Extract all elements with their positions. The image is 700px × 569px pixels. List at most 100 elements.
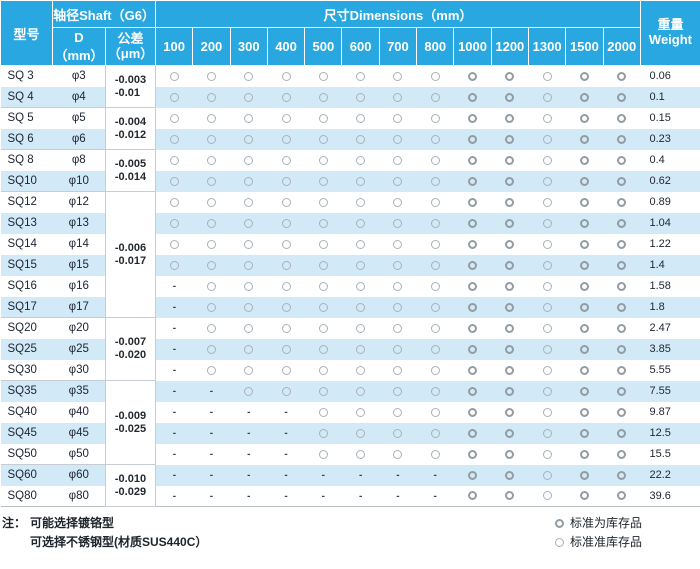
semi-standard-stock-circle-icon (244, 155, 254, 165)
availability-cell-800 (416, 170, 454, 192)
dim-column-header-800: 800 (416, 27, 455, 66)
availability-cell-700 (379, 359, 417, 381)
dim-column-header-300: 300 (229, 27, 268, 66)
availability-cell-1300 (528, 464, 566, 486)
availability-cell-400 (267, 296, 305, 318)
weight-cell: 5.55 (640, 359, 700, 381)
table-row-SQ16: SQ16 φ16 - 1.58 (0, 275, 700, 297)
availability-cell-100 (155, 128, 193, 150)
availability-cell-1200 (491, 464, 529, 486)
standard-stock-circle-icon (579, 302, 589, 312)
standard-stock-circle-icon (505, 239, 515, 249)
availability-cell-100: - (155, 443, 193, 465)
standard-stock-circle-icon (617, 407, 627, 417)
model-cell: SQ 6 (0, 128, 53, 150)
diameter-cell: φ60 (52, 464, 106, 486)
standard-stock-circle-icon (617, 323, 627, 333)
semi-standard-stock-circle-icon (542, 176, 552, 186)
availability-cell-1300 (528, 191, 566, 213)
availability-cell-700 (379, 317, 417, 339)
semi-standard-stock-circle-icon (430, 239, 440, 249)
availability-cell-400 (267, 317, 305, 339)
availability-cell-1500 (565, 317, 604, 339)
semi-standard-stock-circle-icon (356, 71, 366, 81)
semi-standard-stock-circle-icon (356, 218, 366, 228)
standard-stock-circle-icon (505, 491, 515, 501)
standard-stock-circle-icon (505, 302, 515, 312)
availability-cell-2000 (603, 233, 641, 255)
availability-cell-300: - (230, 443, 268, 465)
availability-cell-500 (304, 107, 342, 129)
semi-standard-stock-circle-icon (356, 302, 366, 312)
availability-cell-800 (416, 380, 454, 402)
availability-cell-2000 (603, 485, 641, 507)
standard-stock-circle-icon (617, 134, 627, 144)
semi-standard-stock-circle-icon (244, 344, 254, 354)
availability-cell-200 (192, 170, 231, 192)
diameter-cell: φ45 (52, 422, 106, 444)
standard-stock-circle-icon (505, 281, 515, 291)
availability-cell-200: - (192, 464, 231, 486)
availability-cell-1200 (491, 107, 529, 129)
semi-standard-stock-circle-icon (281, 92, 291, 102)
standard-stock-circle-icon (505, 428, 515, 438)
semi-standard-stock-circle-icon (318, 155, 328, 165)
standard-stock-circle-icon (468, 386, 478, 396)
availability-cell-2000 (603, 296, 641, 318)
diameter-cell: φ6 (52, 128, 106, 150)
standard-stock-circle-icon (505, 134, 515, 144)
semi-standard-stock-circle-icon (542, 323, 552, 333)
availability-cell-1300 (528, 275, 566, 297)
availability-cell-1200 (491, 380, 529, 402)
weight-cell: 1.04 (640, 212, 700, 234)
semi-standard-stock-circle-icon (542, 302, 552, 312)
availability-cell-1000 (453, 422, 492, 444)
availability-cell-1200 (491, 401, 529, 423)
availability-cell-600: - (341, 464, 380, 486)
table-row-SQ5: SQ 5 φ5 -0.004 -0.012 0.15 (0, 107, 700, 150)
availability-cell-300 (230, 107, 268, 129)
availability-cell-1000 (453, 359, 492, 381)
availability-cell-400 (267, 275, 305, 297)
weight-cell: 22.2 (640, 464, 700, 486)
diameter-cell: φ35 (52, 380, 106, 402)
availability-cell-800 (416, 422, 454, 444)
availability-cell-800 (416, 338, 454, 360)
availability-cell-1300 (528, 170, 566, 192)
semi-standard-stock-circle-icon (206, 323, 216, 333)
semi-standard-stock-circle-icon (356, 365, 366, 375)
standard-stock-circle-icon (579, 386, 589, 396)
sub-header-row: D（mm） 公差 （μm） 100 200 300 400 500 600 700 800 10… (1, 27, 700, 66)
availability-cell-500 (304, 233, 342, 255)
standard-stock-circle-icon (617, 155, 627, 165)
availability-cell-1000 (453, 254, 492, 276)
availability-cell-1500 (565, 380, 604, 402)
weight-cell: 0.62 (640, 170, 700, 192)
availability-cell-800: - (416, 464, 454, 486)
standard-stock-circle-icon (617, 176, 627, 186)
availability-cell-300 (230, 86, 268, 108)
availability-cell-1300 (528, 317, 566, 339)
availability-cell-2000 (603, 401, 641, 423)
availability-cell-700 (379, 233, 417, 255)
availability-cell-600 (341, 233, 380, 255)
standard-stock-circle-icon (579, 428, 589, 438)
availability-cell-700 (379, 191, 417, 213)
availability-cell-1000 (453, 65, 492, 87)
standard-stock-circle-icon (617, 71, 627, 81)
semi-standard-stock-circle-icon (393, 344, 403, 354)
availability-cell-400 (267, 338, 305, 360)
semi-standard-stock-circle-icon (244, 386, 254, 396)
availability-cell-400: - (267, 443, 305, 465)
availability-cell-2000 (603, 86, 641, 108)
availability-cell-1300 (528, 254, 566, 276)
semi-standard-stock-circle-icon (281, 344, 291, 354)
availability-cell-700 (379, 380, 417, 402)
standard-stock-circle-icon (579, 365, 589, 375)
availability-cell-700 (379, 422, 417, 444)
availability-cell-500 (304, 275, 342, 297)
semi-standard-stock-circle-icon (430, 218, 440, 228)
semi-standard-stock-circle-icon (430, 197, 440, 207)
semi-standard-stock-circle-icon (542, 449, 552, 459)
model-cell: SQ30 (0, 359, 53, 381)
